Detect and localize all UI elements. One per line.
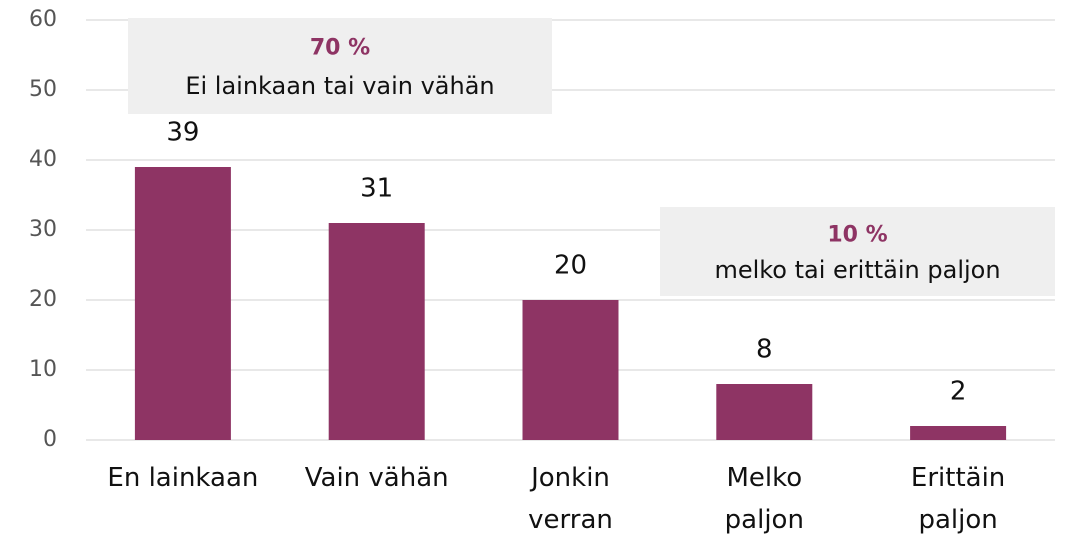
x-tick-label: Vain vähän [305, 463, 449, 493]
y-tick-label: 0 [43, 427, 57, 452]
annotation-highlight: 10 % [827, 222, 887, 247]
value-label: 39 [166, 118, 199, 148]
x-tick-label: Jonkin verran [528, 463, 613, 535]
x-tick-label: Erittäin paljon [911, 463, 1005, 535]
bar [328, 223, 425, 440]
x-tick-label: En lainkaan [107, 463, 258, 493]
bar [910, 426, 1007, 440]
bar [134, 167, 231, 440]
annotation-highlight: 70 % [310, 36, 370, 61]
value-label: 2 [950, 377, 967, 407]
annotation-text: Ei lainkaan tai vain vähän [185, 72, 494, 100]
y-tick-label: 60 [29, 7, 57, 32]
x-tick-label: Melko paljon [725, 463, 804, 535]
value-label: 31 [360, 174, 393, 204]
annotation-box [660, 207, 1055, 296]
annotation-text: melko tai erittäin paljon [714, 256, 1000, 284]
value-label: 8 [756, 335, 773, 365]
annotation-box [128, 18, 552, 114]
bar [522, 300, 619, 440]
y-tick-label: 40 [29, 147, 57, 172]
y-tick-label: 20 [29, 287, 57, 312]
bar [716, 384, 813, 440]
y-tick-label: 50 [29, 77, 57, 102]
value-label: 20 [554, 251, 587, 281]
y-tick-label: 10 [29, 357, 57, 382]
y-tick-label: 30 [29, 217, 57, 242]
